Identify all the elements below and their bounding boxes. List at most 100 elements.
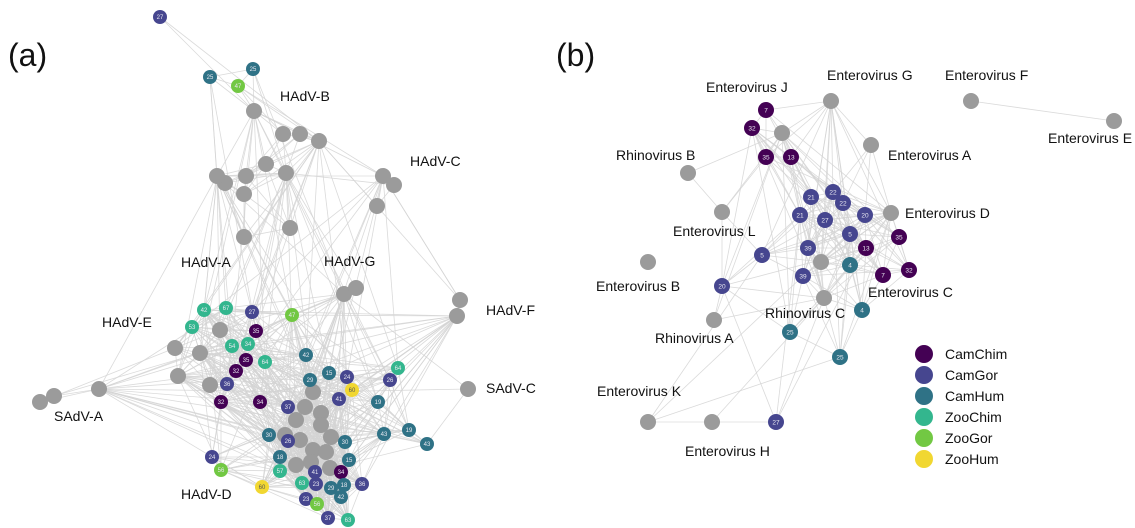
reference-node: [704, 414, 720, 430]
reference-node: [714, 204, 730, 220]
sample-node-label: 60: [259, 485, 266, 491]
panel-b-reference-nodes: [640, 93, 1122, 430]
sample-node-zoohum: 60: [345, 383, 359, 397]
network-edge: [751, 127, 900, 238]
network-edge: [191, 326, 228, 385]
sample-node-camchim: 32: [229, 364, 243, 378]
reference-node: [452, 292, 468, 308]
reference-node: [323, 429, 339, 445]
sample-node-zoochim: 57: [273, 464, 287, 478]
reference-node: [46, 388, 62, 404]
network-edge: [647, 356, 841, 423]
network-edge: [338, 379, 391, 400]
sample-node-label: 35: [762, 154, 770, 161]
legend-swatch-camhum: [915, 387, 933, 405]
sample-node-zoochim: 63: [295, 476, 309, 490]
network-edge: [647, 254, 763, 423]
network-edge: [389, 379, 410, 431]
sample-node-circle: [854, 302, 870, 318]
sample-node-circle: [299, 348, 313, 362]
legend-swatch-zoochim: [915, 408, 933, 426]
sample-node-camgor: 23: [299, 492, 313, 506]
sample-node-label: 25: [250, 67, 257, 73]
sample-node-label: 5: [848, 231, 852, 238]
sample-node-camhum: 19: [371, 395, 385, 409]
sample-node-label: 41: [336, 397, 343, 403]
sample-node-circle: [340, 370, 354, 384]
network-edge: [870, 144, 892, 214]
sample-node-camhum: 4: [842, 257, 858, 273]
network-edge: [209, 68, 254, 78]
network-edge: [351, 389, 385, 435]
sample-node-label: 32: [905, 267, 913, 274]
network-edge: [247, 343, 307, 356]
network-edge: [191, 311, 253, 328]
network-edge: [287, 398, 340, 408]
sample-node-circle: [285, 308, 299, 322]
network-edge: [721, 285, 791, 333]
sample-node-camhum: 42: [299, 348, 313, 362]
reference-node: [167, 340, 183, 356]
network-edge: [721, 254, 763, 287]
network-edge: [849, 233, 900, 238]
legend-label-zoohum: ZooHum: [945, 451, 999, 467]
network-edge: [382, 175, 461, 301]
sample-node-circle: [334, 490, 348, 504]
sample-node-label: 56: [314, 502, 321, 508]
network-edge: [721, 247, 867, 287]
sample-node-zoochim: 42: [197, 303, 211, 317]
sample-node-label: 56: [218, 468, 225, 474]
legend-swatch-zoogor: [915, 429, 933, 447]
sample-node-circle: [281, 400, 295, 414]
sample-node-circle: [875, 267, 891, 283]
sample-node-label: 26: [387, 378, 394, 384]
sample-node-circle: [832, 349, 848, 365]
sample-node-camhum: 25: [782, 324, 798, 340]
reference-node: [209, 168, 225, 184]
legend-label-zoogor: ZooGor: [945, 430, 993, 446]
network-edge: [98, 352, 201, 390]
legend-swatch-camgor: [915, 366, 933, 384]
network-edge: [361, 433, 385, 485]
reference-node: [202, 377, 218, 393]
sample-node-circle: [817, 212, 833, 228]
sample-node-camhum: 43: [377, 427, 391, 441]
network-edge: [245, 133, 284, 177]
network-edge: [338, 315, 458, 400]
sample-node-camhum: 30: [262, 428, 276, 442]
sample-node-camgor: 27: [153, 10, 167, 24]
sample-node-camchim: 35: [891, 229, 907, 245]
sample-node-zoochim: 54: [225, 339, 239, 353]
sample-node-label: 36: [359, 482, 366, 488]
cluster-label-sadv-a: SAdV-A: [54, 408, 104, 424]
sample-node-label: 42: [303, 353, 310, 359]
sample-node-label: 43: [381, 432, 388, 438]
network-edge: [970, 100, 1115, 122]
sample-node-camgor: 24: [205, 450, 219, 464]
network-edge: [765, 156, 812, 198]
reference-node: [192, 345, 208, 361]
sample-node-label: 22: [839, 200, 847, 207]
sample-node-zoochim: 64: [391, 361, 405, 375]
sample-node-circle: [299, 492, 313, 506]
network-edge: [226, 361, 266, 385]
network-edge: [264, 361, 385, 435]
network-edge: [225, 172, 287, 309]
network-edge: [291, 314, 391, 381]
sample-node-circle: [324, 481, 338, 495]
sample-node-circle: [295, 476, 309, 490]
sample-node-camhum: 25: [203, 70, 217, 84]
sample-node-circle: [842, 226, 858, 242]
reference-node: [774, 125, 790, 141]
sample-node-circle: [332, 392, 346, 406]
sample-node-label: 25: [786, 329, 794, 336]
network-edge: [231, 345, 399, 369]
network-edge: [761, 214, 801, 256]
network-edge: [245, 175, 291, 229]
network-edge: [802, 247, 867, 277]
reference-node: [212, 322, 228, 338]
sample-node-camgor: 26: [383, 373, 397, 387]
network-edge: [343, 293, 379, 403]
network-edge: [687, 172, 723, 213]
sample-node-circle: [225, 339, 239, 353]
